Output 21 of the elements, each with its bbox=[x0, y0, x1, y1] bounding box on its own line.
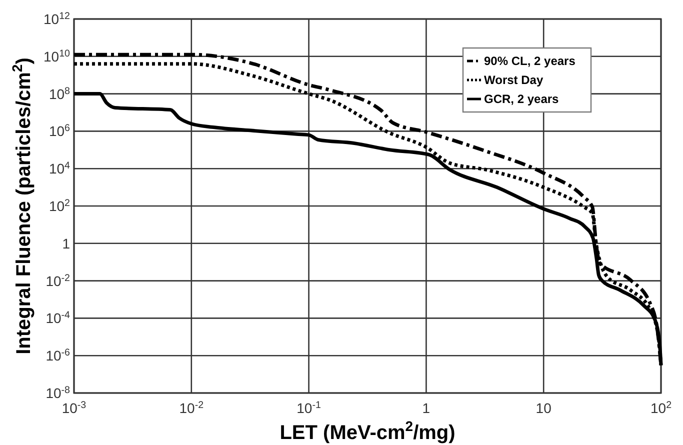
legend-label: 90% CL, 2 years bbox=[484, 54, 576, 68]
y-tick-label: 10$^{-4}$ bbox=[46, 310, 71, 326]
legend-label: Worst Day bbox=[484, 73, 544, 87]
legend-label: GCR, 2 years bbox=[484, 92, 560, 106]
y-tick-label: 1 bbox=[62, 235, 70, 252]
x-tick-label: 10$^{2}$ bbox=[650, 400, 672, 416]
y-tick-label: 10$^{12}$ bbox=[44, 10, 70, 27]
y-tick-label: 10$^{6}$ bbox=[48, 122, 71, 140]
y-tick-label: 10$^{-6}$ bbox=[46, 347, 71, 364]
y-tick-label: 10$^{8}$ bbox=[48, 85, 71, 102]
x-tick-label: 10$^{-3}$ bbox=[62, 400, 87, 416]
x-tick-label: 10$^{-2}$ bbox=[179, 400, 204, 416]
y-tick-label: 10$^{2}$ bbox=[48, 198, 70, 214]
x-tick-label: 10$^{-1}$ bbox=[296, 400, 321, 416]
y-tick-label: 10$^{10}$ bbox=[44, 48, 71, 64]
x-tick-label: 10 bbox=[536, 400, 552, 416]
x-tick-label: 1 bbox=[422, 400, 430, 416]
y-tick-label: 10$^{4}$ bbox=[48, 160, 71, 177]
y-tick-label: 10$^{-2}$ bbox=[46, 272, 70, 289]
y-tick-label: 10$^{-8}$ bbox=[46, 384, 71, 401]
x-axis-title: LET (MeV-cm$^{2}$/mg) bbox=[280, 418, 456, 444]
